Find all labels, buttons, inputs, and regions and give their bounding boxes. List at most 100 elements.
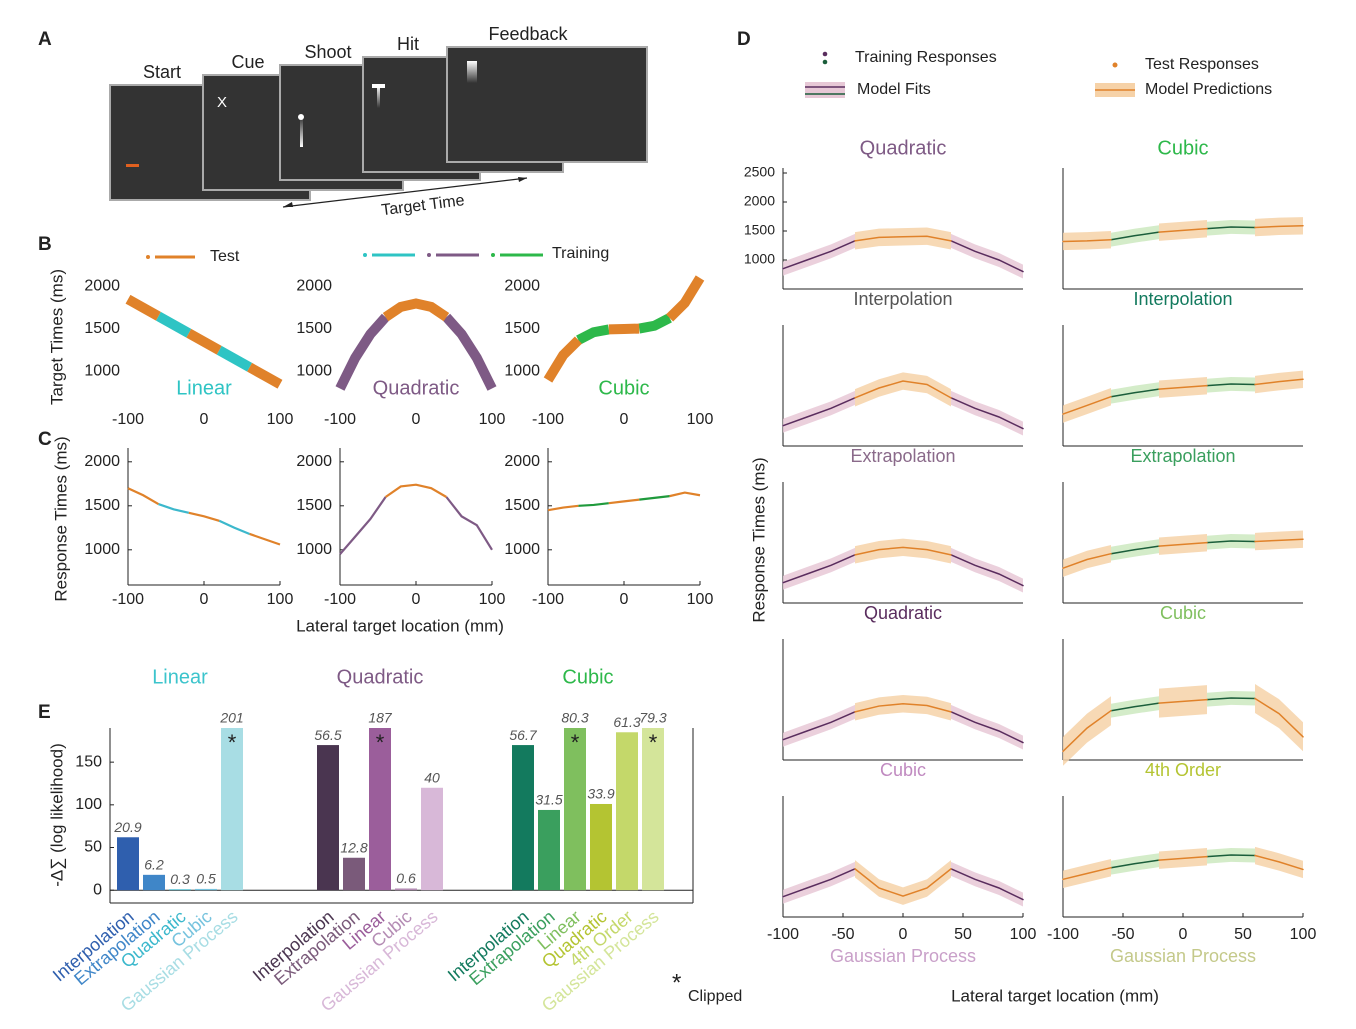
x-axis-label: Lateral target location (mm) — [296, 616, 504, 635]
legend-label: Model Predictions — [1145, 81, 1272, 98]
y-tick-label: 2000 — [744, 193, 775, 209]
frame-label: Shoot — [304, 42, 351, 62]
y-tick-label: 1000 — [296, 541, 332, 558]
legend-dot — [427, 253, 431, 257]
legend-label: Training Responses — [855, 49, 997, 66]
bar — [590, 804, 612, 890]
legend-dot — [1113, 63, 1118, 68]
legend-dot — [363, 253, 367, 257]
y-tick-label: 2000 — [84, 278, 120, 295]
x-tick-label: 100 — [267, 411, 294, 428]
y-tick-label: 50 — [84, 839, 102, 856]
panel-label: C — [38, 429, 52, 450]
series-line — [783, 712, 1023, 743]
y-tick-label: 1500 — [84, 320, 120, 337]
y-tick-label: 1500 — [296, 320, 332, 337]
model-label: Gaussian Process — [830, 946, 976, 966]
frame-label: Start — [143, 62, 181, 82]
series-line — [548, 493, 700, 511]
x-tick-label: -100 — [532, 411, 564, 428]
x-tick-label: 0 — [1179, 926, 1188, 943]
clip-marker: * — [571, 730, 580, 755]
y-tick-label: 1500 — [504, 320, 540, 337]
x-tick-label: -100 — [767, 926, 799, 943]
model-label: Gaussian Process — [1110, 946, 1256, 966]
x-tick-label: 0 — [412, 411, 421, 428]
bar-annotation: 12.8 — [340, 839, 367, 855]
clip-legend-label: Clipped — [688, 988, 742, 1005]
y-tick-label: 1500 — [296, 497, 332, 514]
figure: A B C D E X Start Cue Shoot Hit Feedback… — [0, 0, 1356, 1024]
y-tick-label: 2000 — [84, 453, 120, 470]
confidence-band — [1063, 217, 1303, 250]
y-tick-label: 1500 — [84, 497, 120, 514]
condition-title: Quadratic — [860, 137, 947, 159]
x-tick-label: 0 — [412, 591, 421, 608]
legend-dot — [146, 255, 150, 259]
y-tick-label: 2000 — [504, 453, 540, 470]
model-label: Extrapolation — [850, 446, 955, 466]
panel-label: A — [38, 29, 52, 50]
model-label: Cubic — [880, 760, 926, 780]
model-label: Quadratic — [864, 603, 942, 623]
y-tick-label: 100 — [75, 796, 102, 813]
clip-marker: * — [376, 730, 385, 755]
frame-label: Cue — [231, 52, 264, 72]
y-tick-label: 1000 — [744, 251, 775, 267]
plot-title: Cubic — [598, 377, 649, 399]
y-axis-label: -Δ∑ (log likelihood) — [47, 743, 66, 886]
bar — [169, 889, 191, 890]
x-tick-label: -100 — [324, 591, 356, 608]
model-label: Interpolation — [853, 289, 952, 309]
feedback-mark — [467, 61, 477, 83]
panel-label: E — [38, 702, 51, 723]
cue-mark: X — [217, 94, 227, 111]
shot — [298, 114, 304, 120]
frame-label: Hit — [397, 34, 419, 54]
y-tick-label: 2500 — [744, 164, 775, 180]
group-title: Linear — [152, 666, 208, 688]
legend-label: Test Responses — [1145, 56, 1259, 73]
bar — [117, 837, 139, 890]
x-tick-label: -100 — [112, 591, 144, 608]
x-tick-label: -100 — [324, 411, 356, 428]
legend-dot — [823, 60, 828, 65]
confidence-band — [1063, 371, 1303, 423]
bar — [343, 858, 365, 890]
series-line — [158, 504, 249, 534]
plot-title: Quadratic — [373, 377, 460, 399]
confidence-band — [1063, 847, 1303, 888]
legend-dot — [491, 253, 495, 257]
y-tick-label: 1500 — [744, 222, 775, 238]
y-tick-label: 1000 — [84, 363, 120, 380]
group-title: Quadratic — [337, 666, 424, 688]
x-tick-label: 0 — [200, 591, 209, 608]
bar-annotation: 20.9 — [113, 819, 141, 835]
bar-annotation: 0.3 — [170, 871, 190, 887]
x-tick-label: -50 — [1111, 926, 1134, 943]
confidence-band — [1063, 684, 1303, 766]
x-axis-label: Lateral target location (mm) — [951, 986, 1159, 1005]
series-line — [548, 278, 700, 380]
shot-tail — [300, 117, 303, 147]
y-tick-label: 0 — [93, 881, 102, 898]
x-tick-label: 100 — [479, 411, 506, 428]
x-tick-label: -100 — [1047, 926, 1079, 943]
bar — [616, 732, 638, 890]
bar-annotation: 31.5 — [535, 792, 562, 808]
bar — [395, 888, 417, 890]
bar-annotation: 201 — [219, 710, 243, 726]
clip-marker: * — [228, 730, 237, 755]
y-axis-label: Target Times (ms) — [47, 269, 66, 405]
x-tick-label: 0 — [620, 411, 629, 428]
time-axis-label: Target Time — [380, 192, 465, 219]
x-tick-label: 100 — [687, 411, 714, 428]
plot-title: Linear — [176, 377, 232, 399]
x-tick-label: 50 — [1234, 926, 1252, 943]
start-marker — [126, 164, 139, 167]
legend-label: Training — [552, 245, 609, 262]
x-tick-label: 100 — [1290, 926, 1317, 943]
y-axis-label: Response Times (ms) — [51, 436, 70, 601]
bar-annotation: 56.5 — [314, 727, 341, 743]
x-tick-label: 100 — [687, 591, 714, 608]
